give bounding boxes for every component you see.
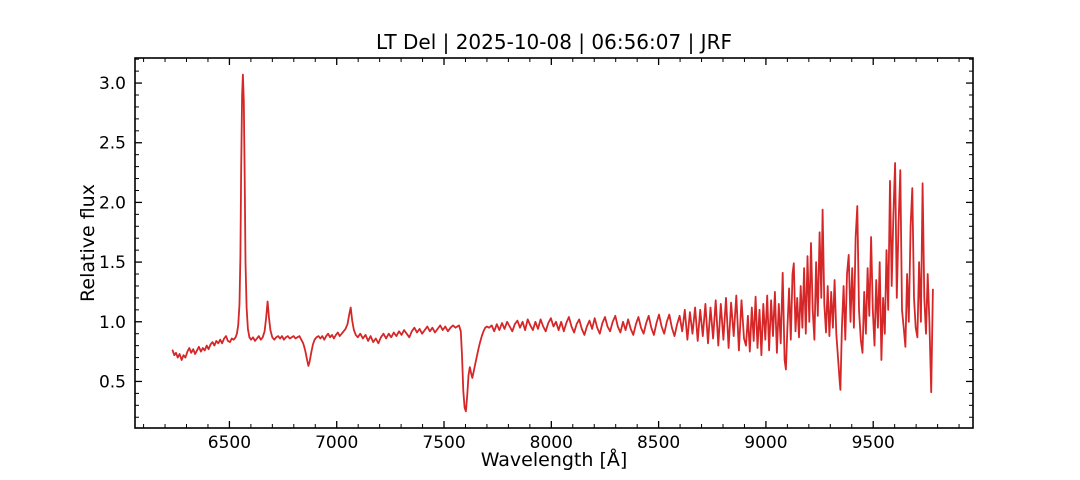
y-tick-label: 2.0	[99, 193, 126, 213]
x-tick-label: 8500	[637, 433, 680, 453]
x-axis-label: Wavelength [Å]	[480, 449, 628, 471]
y-tick-label: 1.5	[99, 253, 126, 273]
y-tick-label: 0.5	[99, 372, 126, 392]
axis-ticks	[135, 58, 973, 428]
x-tick-labels: 6500 7000 7500 8000 8500 9000 9500	[208, 433, 895, 453]
x-tick-label: 7500	[422, 433, 465, 453]
x-tick-label: 8000	[530, 433, 573, 453]
x-tick-label: 9000	[744, 433, 787, 453]
plot-title: LT Del | 2025-10-08 | 06:56:07 | JRF	[376, 30, 732, 54]
y-tick-label: 3.0	[99, 74, 126, 94]
x-tick-label: 9500	[852, 433, 895, 453]
x-tick-label: 7000	[315, 433, 358, 453]
y-tick-label: 1.0	[99, 313, 126, 333]
y-tick-label: 2.5	[99, 134, 126, 154]
y-tick-labels: 0.5 1.0 1.5 2.0 2.5 3.0	[99, 74, 126, 392]
spectrum-line	[171, 73, 934, 413]
plot-frame	[134, 57, 974, 429]
x-tick-label: 6500	[208, 433, 251, 453]
